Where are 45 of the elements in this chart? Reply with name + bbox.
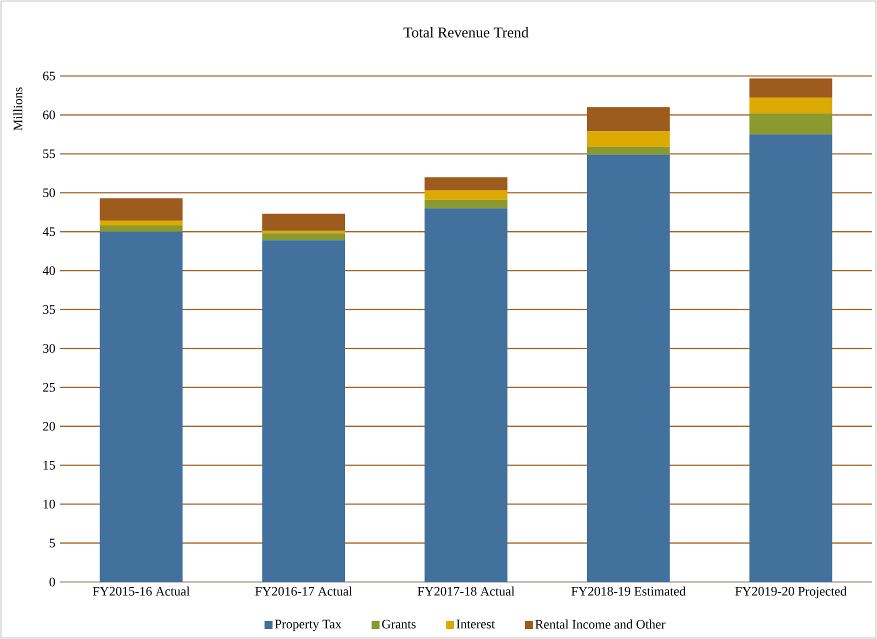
y-tick-label: 40 bbox=[42, 266, 55, 275]
y-tick-label: 10 bbox=[44, 500, 55, 509]
bar bbox=[262, 240, 346, 582]
bar bbox=[424, 177, 508, 190]
legend-label: Grants bbox=[382, 620, 416, 628]
bar bbox=[586, 131, 670, 147]
bar bbox=[100, 198, 183, 221]
legend-label: Rental Income and Other bbox=[535, 620, 666, 629]
x-tick-label: FY2015-16 Actual bbox=[92, 586, 190, 596]
x-tick-label: FY2017-18 Actual bbox=[418, 586, 514, 596]
y-tick-label: 0 bbox=[50, 578, 55, 586]
x-tick-label: FY2016-17 Actual bbox=[255, 586, 352, 596]
legend-label: Property Tax bbox=[274, 620, 342, 632]
bar bbox=[262, 230, 346, 234]
bar bbox=[262, 233, 346, 240]
bar bbox=[100, 220, 183, 226]
bar bbox=[424, 208, 508, 582]
bar bbox=[749, 134, 832, 582]
y-tick-label: 20 bbox=[43, 422, 55, 431]
x-tick-label: FY2018-19 Estimated bbox=[571, 586, 686, 596]
bar bbox=[100, 232, 183, 582]
bar bbox=[586, 107, 670, 132]
bar bbox=[424, 200, 508, 208]
y-tick-label: 50 bbox=[43, 188, 55, 198]
bar bbox=[586, 146, 670, 155]
legend-label: Interest bbox=[456, 620, 495, 628]
y-tick-label: 30 bbox=[43, 344, 55, 353]
x-tick-label: FY2019-20 Projected bbox=[735, 586, 847, 598]
y-tick-label: 55 bbox=[43, 150, 55, 158]
y-tick-label: 65 bbox=[43, 72, 55, 80]
chart-title: Total Revenue Trend bbox=[404, 27, 529, 38]
y-tick-label: 35 bbox=[43, 305, 55, 314]
y-tick-label: 45 bbox=[42, 227, 55, 236]
y-tick-label: 15 bbox=[44, 460, 55, 470]
bar bbox=[749, 113, 832, 134]
bar bbox=[424, 190, 508, 200]
bar bbox=[100, 225, 183, 232]
y-axis-title: Millions bbox=[13, 87, 22, 130]
y-tick-label: 25 bbox=[43, 383, 55, 392]
y-tick-label: 60 bbox=[43, 110, 55, 120]
bar bbox=[262, 214, 346, 231]
y-tick-label: 5 bbox=[50, 538, 55, 548]
bar bbox=[749, 98, 832, 114]
bar bbox=[586, 154, 670, 582]
bar bbox=[749, 78, 832, 98]
